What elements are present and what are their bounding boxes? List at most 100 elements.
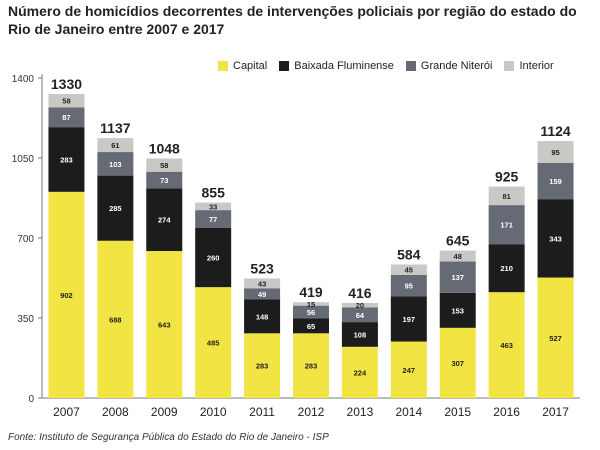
data-label: 485 xyxy=(207,339,220,348)
data-label: 64 xyxy=(356,311,365,320)
bar-segment xyxy=(439,292,476,328)
bar-segment xyxy=(244,278,281,289)
legend-item: Capital xyxy=(218,60,267,72)
x-tick-label: 2017 xyxy=(542,405,569,419)
data-label: 688 xyxy=(109,315,122,324)
total-label: 1330 xyxy=(51,76,82,92)
data-label: 260 xyxy=(207,253,220,262)
legend-label: Capital xyxy=(233,60,268,72)
data-label: 95 xyxy=(405,282,413,291)
bar-segment xyxy=(195,202,232,211)
total-label: 645 xyxy=(446,233,470,249)
data-label: 902 xyxy=(60,291,73,300)
data-label: 33 xyxy=(209,202,217,211)
data-label: 527 xyxy=(549,334,562,343)
bar-segment xyxy=(341,322,378,347)
bar-segment xyxy=(390,264,427,275)
bar-segment xyxy=(195,210,232,228)
bar-segment xyxy=(48,191,85,398)
total-label: 1137 xyxy=(100,120,131,136)
bar-segment xyxy=(244,299,281,334)
bar-segment xyxy=(488,292,525,398)
data-label: 283 xyxy=(256,362,269,371)
x-tick-label: 2011 xyxy=(249,405,275,419)
bar-segment xyxy=(341,302,378,308)
data-label: 108 xyxy=(354,330,367,339)
bar-segment xyxy=(293,318,329,334)
total-label: 925 xyxy=(495,169,519,185)
legend-label: Baixada Fluminense xyxy=(294,60,394,72)
bar-segment xyxy=(341,346,378,398)
bar-segment xyxy=(488,205,525,245)
bar-segment xyxy=(195,287,232,398)
x-tick-label: 2010 xyxy=(200,405,227,419)
data-label: 43 xyxy=(258,279,266,288)
bar-segment xyxy=(439,327,476,398)
bar-segment xyxy=(146,251,183,398)
data-label: 77 xyxy=(209,215,217,224)
legend: Capital Baixada Fluminense Grande Niterói I… xyxy=(218,60,554,72)
total-label: 523 xyxy=(250,260,274,276)
data-label: 58 xyxy=(62,97,70,106)
total-label: 419 xyxy=(299,284,323,300)
bar-segment xyxy=(97,175,134,241)
bar-segment xyxy=(390,296,427,342)
bar-segment xyxy=(244,288,281,300)
bar-segment xyxy=(146,188,183,252)
total-label: 1124 xyxy=(540,123,571,139)
bar-segment xyxy=(390,274,427,297)
data-label: 643 xyxy=(158,321,171,330)
legend-swatch xyxy=(279,61,290,71)
data-label: 148 xyxy=(256,312,269,321)
bar-segment xyxy=(244,333,281,398)
bar-segment xyxy=(293,333,329,398)
source-note: Fonte: Instituto de Segurança Pública do… xyxy=(8,432,329,443)
data-label: 15 xyxy=(307,300,315,309)
data-label: 61 xyxy=(111,141,119,150)
bar-segment xyxy=(537,199,574,278)
bar-segment xyxy=(293,302,329,306)
data-label: 463 xyxy=(500,341,513,350)
bar-segment xyxy=(439,261,476,293)
data-label: 285 xyxy=(109,204,122,213)
bar-segment xyxy=(146,171,183,189)
x-tick-label: 2013 xyxy=(347,405,374,419)
data-label: 247 xyxy=(403,366,416,375)
bar-segment xyxy=(48,94,85,108)
x-tick-label: 2008 xyxy=(102,405,129,419)
data-label: 153 xyxy=(451,306,464,315)
total-label: 1048 xyxy=(149,140,180,156)
data-label: 171 xyxy=(500,221,513,230)
x-tick-label: 2016 xyxy=(493,405,520,419)
data-label: 56 xyxy=(307,308,315,317)
y-tick-label: 1050 xyxy=(12,154,35,165)
data-label: 343 xyxy=(549,234,562,243)
data-label: 73 xyxy=(160,176,168,185)
data-label: 48 xyxy=(454,252,462,261)
total-label: 584 xyxy=(397,247,421,263)
data-label: 210 xyxy=(500,264,513,273)
x-tick-label: 2009 xyxy=(151,405,178,419)
legend-label: Interior xyxy=(519,60,554,72)
data-label: 81 xyxy=(502,192,510,201)
data-label: 87 xyxy=(62,113,70,122)
bar-segment xyxy=(537,277,574,398)
data-label: 49 xyxy=(258,290,266,299)
bar-segment xyxy=(537,141,574,163)
legend-swatch xyxy=(218,61,228,71)
legend-swatch xyxy=(504,61,515,71)
data-label: 137 xyxy=(451,273,464,282)
bar-segment xyxy=(390,341,427,398)
bar-segment xyxy=(97,138,134,153)
data-label: 45 xyxy=(405,266,413,275)
data-label: 197 xyxy=(403,315,416,324)
bar-segment xyxy=(537,162,574,200)
y-tick-label: 1400 xyxy=(12,74,35,85)
bar-segment xyxy=(48,127,85,192)
bar-segment xyxy=(341,307,378,323)
bar-segment xyxy=(293,305,329,319)
legend-label: Grande Niterói xyxy=(420,60,493,72)
data-label: 95 xyxy=(551,148,559,157)
data-label: 159 xyxy=(549,177,562,186)
